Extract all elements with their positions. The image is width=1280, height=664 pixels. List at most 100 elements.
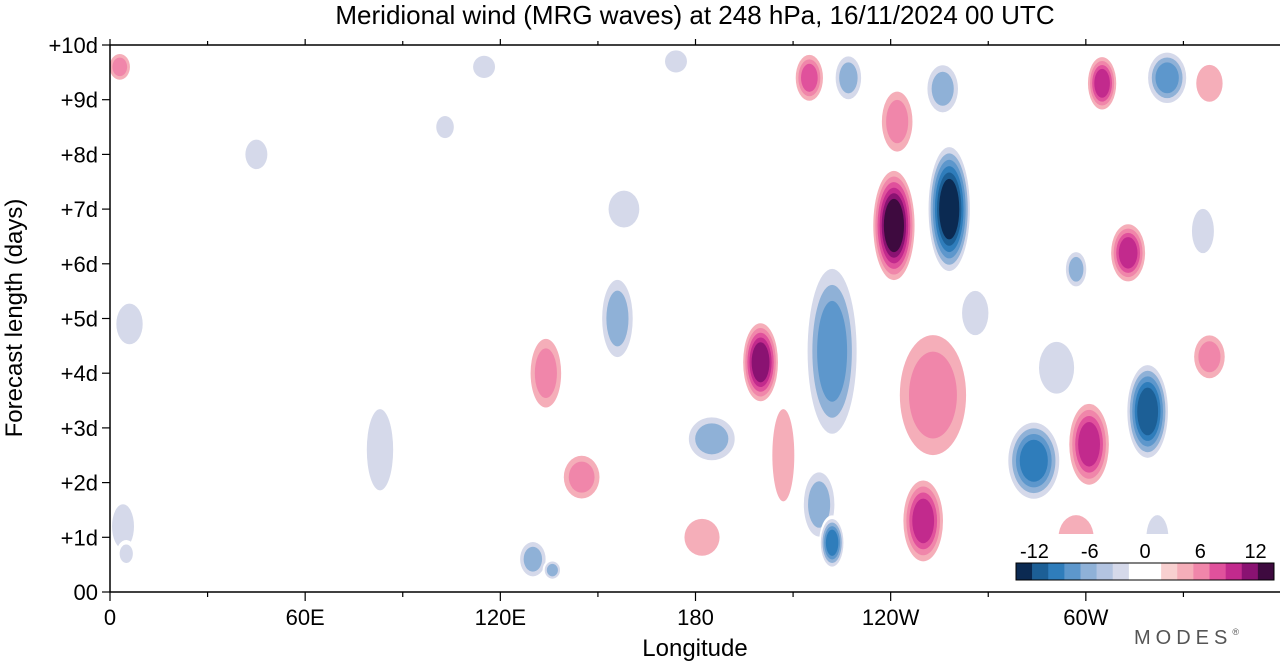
heatmap-feature — [601, 181, 647, 237]
x-tick-label: 60W — [1063, 605, 1108, 630]
contour-level — [116, 303, 143, 345]
heatmap-feature — [597, 269, 637, 368]
contour-level — [636, 61, 676, 117]
plot-frame — [109, 44, 1280, 593]
plot-area — [109, 44, 1280, 593]
colorbar-tick-label: 12 — [1244, 541, 1266, 563]
heatmap-feature — [1063, 247, 1090, 292]
contour-level — [259, 285, 286, 319]
heatmap-feature — [1144, 47, 1190, 108]
heatmap-feature — [116, 540, 137, 568]
contour-level — [112, 504, 134, 549]
y-tick-label: +5d — [61, 307, 98, 332]
heatmap-feature — [194, 384, 241, 494]
y-tick-label: +2d — [61, 471, 98, 496]
colorbar-swatch — [1145, 563, 1162, 580]
heatmap-feature — [819, 515, 846, 571]
y-tick-label: 00 — [74, 580, 98, 605]
contour-level — [568, 461, 595, 493]
colorbar-swatch — [1209, 563, 1226, 580]
y-axis: 00 +1d +2d +3d +4d +5d +6d +7d +8d +9d +10d — [48, 33, 110, 605]
contour-level — [695, 423, 729, 455]
colorbar-swatch — [1048, 563, 1065, 580]
contour-level — [194, 384, 241, 494]
colorbar-swatch — [1193, 563, 1210, 580]
heatmap-feature — [1124, 359, 1171, 464]
x-tick-label: 120W — [862, 605, 920, 630]
contour-level — [305, 148, 345, 204]
colorbar-swatch — [1032, 563, 1049, 580]
heatmap-feature — [1030, 329, 1083, 407]
colorbar-swatch — [1112, 563, 1130, 580]
modes-logo-mark: ® — [1232, 627, 1239, 637]
heatmap-feature — [793, 50, 826, 106]
heatmap-feature — [419, 351, 452, 494]
contour-level — [175, 203, 228, 324]
heatmap-feature — [305, 148, 345, 204]
x-tick-label: 0 — [104, 605, 116, 630]
heatmap-feature — [767, 386, 800, 524]
contour-level — [366, 409, 394, 491]
heatmap-feature — [832, 50, 865, 106]
heatmap-feature — [1222, 427, 1268, 494]
contour-level — [1094, 68, 1110, 98]
colorbar-swatch — [1161, 563, 1178, 580]
y-tick-label: +8d — [61, 142, 98, 167]
contour-level — [534, 348, 557, 398]
contour-level — [1068, 256, 1084, 282]
contour-level — [665, 50, 687, 73]
y-tick-label: +7d — [61, 197, 98, 222]
colorbar-tick-label: -12 — [1020, 541, 1049, 563]
heatmap-feature — [432, 110, 459, 144]
y-tick-label: +10d — [48, 33, 98, 58]
contour-level — [825, 529, 839, 556]
contour-level — [473, 55, 496, 78]
contour-level — [1198, 341, 1221, 373]
contour-level — [1222, 427, 1268, 494]
heatmap-feature — [682, 411, 742, 467]
colorbar-swatch — [1096, 563, 1114, 580]
colorbar-tick-label: -6 — [1081, 541, 1099, 563]
heatmap-feature — [1189, 55, 1229, 111]
contour-level — [839, 62, 858, 94]
contour-level — [1191, 208, 1214, 254]
contour-level — [1155, 62, 1179, 94]
contour-level — [912, 498, 935, 544]
contour-level — [608, 190, 640, 228]
colorbar-swatch — [1225, 563, 1243, 580]
heatmap-feature — [259, 285, 286, 319]
contour-level — [886, 99, 909, 144]
contour-level — [808, 481, 831, 528]
contour-level — [931, 71, 954, 106]
contour-level — [1038, 341, 1075, 394]
contour-level — [817, 300, 848, 402]
x-tick-label: 180 — [677, 605, 714, 630]
heatmap-feature — [175, 203, 228, 324]
heatmap-feature — [110, 50, 133, 84]
colorbar-tick-label: 0 — [1139, 541, 1150, 563]
modes-logo: MODES® — [1134, 627, 1239, 649]
heatmap-feature — [1085, 53, 1119, 114]
contour-level — [1118, 237, 1138, 269]
heatmap-feature — [1066, 397, 1112, 491]
colorbar-swatch — [1241, 563, 1259, 580]
contour-level — [772, 409, 795, 502]
colorbar-tick-label: 6 — [1195, 541, 1206, 563]
contour-level — [666, 222, 686, 262]
heatmap-feature — [802, 252, 862, 450]
heatmap-feature — [1189, 329, 1229, 385]
colorbar-swatch — [1064, 563, 1081, 580]
heatmap-feature — [871, 165, 917, 286]
contour-level — [419, 351, 452, 494]
x-tick-label: 60E — [286, 605, 325, 630]
contour-level — [883, 198, 905, 253]
contour-level — [1019, 439, 1048, 482]
contour-level — [606, 290, 629, 347]
x-axis-title: Longitude — [642, 635, 747, 662]
heatmap-feature — [526, 329, 566, 417]
y-tick-label: +3d — [61, 416, 98, 441]
heatmap-feature — [666, 222, 686, 262]
x-tick-label: 120E — [475, 605, 526, 630]
colorbar-swatch — [1177, 563, 1194, 580]
